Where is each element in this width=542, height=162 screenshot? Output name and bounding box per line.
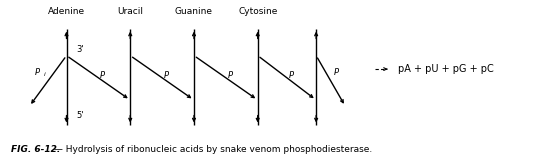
Text: Adenine: Adenine [48,7,85,16]
Text: Uracil: Uracil [117,7,143,16]
Text: 3': 3' [76,45,83,54]
Text: — Hydrolysis of ribonucleic acids by snake venom phosphodiesterase.: — Hydrolysis of ribonucleic acids by sna… [50,145,372,154]
Text: P: P [164,71,169,80]
Text: P: P [334,68,339,77]
Text: i: i [43,72,45,77]
Text: FIG. 6-12.: FIG. 6-12. [11,145,60,154]
Text: 5': 5' [76,111,83,120]
Text: P: P [100,71,105,80]
Text: Cytosine: Cytosine [238,7,278,16]
Text: Guanine: Guanine [175,7,213,16]
Text: P: P [289,71,294,80]
Text: P: P [35,68,40,77]
Text: P: P [228,71,233,80]
Text: pA + pU + pG + pC: pA + pU + pG + pC [398,64,494,74]
